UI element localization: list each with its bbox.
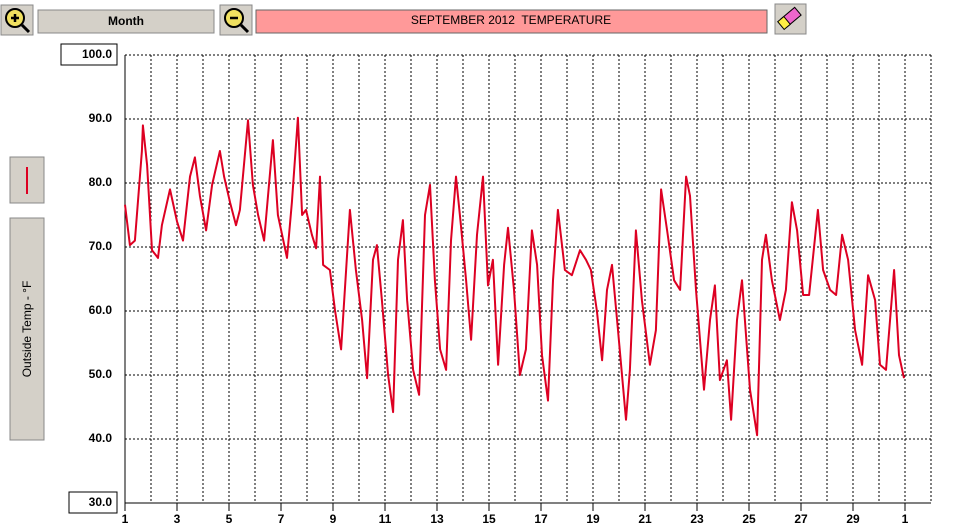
y-tick-label: 100.0 (82, 47, 112, 61)
y-tick-label: 50.0 (89, 367, 113, 381)
plot-area (125, 55, 931, 503)
y-tick-label: 60.0 (89, 303, 113, 317)
title-box (255, 9, 768, 34)
temperature-line (124, 116, 905, 437)
period-label: Month (108, 14, 144, 28)
x-tick-label: 13 (430, 512, 444, 526)
x-tick-label: 21 (638, 512, 652, 526)
chart-title: SEPTEMBER 2012 TEMPERATURE (411, 13, 611, 27)
x-tick-label: 19 (586, 512, 600, 526)
x-tick-label: 1 (122, 512, 129, 526)
x-tick-label: 23 (690, 512, 704, 526)
zoom-out-button[interactable] (219, 4, 253, 36)
x-tick-label: 9 (330, 512, 337, 526)
period-button[interactable]: Month (37, 9, 215, 34)
x-tick-label: 25 (742, 512, 756, 526)
zoom-in-button[interactable] (0, 4, 34, 36)
y-tick-label: 40.0 (89, 431, 113, 445)
y-tick-label: 90.0 (89, 111, 113, 125)
x-tick-label: 27 (794, 512, 808, 526)
x-tick-label: 17 (534, 512, 548, 526)
y-limit-box (68, 491, 118, 514)
x-tick-label: 3 (174, 512, 181, 526)
y-tick-label: 80.0 (89, 175, 113, 189)
x-tick-label: 5 (226, 512, 233, 526)
y-tick-label: 30.0 (89, 495, 113, 509)
x-tick-label: 29 (846, 512, 860, 526)
x-tick-label: 15 (482, 512, 496, 526)
x-tick-label: 11 (379, 512, 392, 526)
x-tick-label: 1 (902, 512, 909, 526)
y-tick-label: 70.0 (89, 239, 113, 253)
y-axis-label: Outside Temp - °F (20, 281, 34, 378)
y-axis-button[interactable] (9, 217, 45, 441)
y-limit-box (60, 43, 118, 66)
clear-button[interactable] (774, 3, 807, 35)
x-tick-label: 7 (278, 512, 285, 526)
